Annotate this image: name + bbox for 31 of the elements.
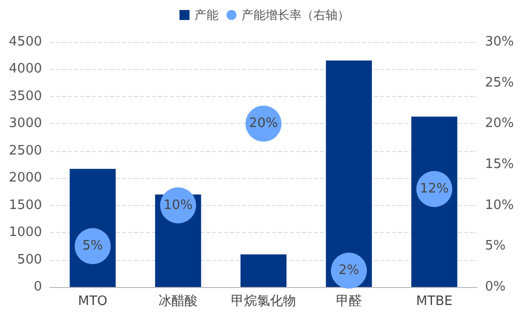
y-tick-label: 0 [34, 280, 42, 294]
y2-tick-label: 0% [485, 280, 506, 294]
x-tick-label: 甲醛 [336, 294, 362, 309]
y2-tick-label: 30% [485, 34, 514, 50]
x-tick-label: MTBE [416, 294, 452, 309]
y-tick-label: 1000 [8, 225, 42, 240]
y-tick-label: 500 [17, 252, 42, 268]
data-label: 12% [420, 182, 449, 196]
y-tick-label: 2500 [8, 143, 42, 158]
y2-tick-label: 10% [485, 198, 514, 213]
bar [240, 254, 286, 287]
data-label: 20% [249, 116, 278, 132]
data-label: 5% [82, 238, 104, 254]
y2-tick-label: 15% [485, 157, 514, 172]
y-tick-label: 3000 [8, 116, 42, 132]
bar [326, 60, 372, 287]
data-label: 2% [338, 263, 360, 278]
x-tick-label: 甲烷氯化物 [231, 294, 296, 309]
y2-tick-label: 20% [485, 116, 514, 132]
y-tick-label: 1500 [8, 198, 42, 213]
legend-label: 产能 [194, 8, 218, 22]
legend-label: 产能增长率（右轴） [242, 8, 350, 22]
x-tick-label: MTO [78, 294, 108, 309]
y-tick-label: 2000 [8, 170, 42, 186]
y-tick-label: 3500 [8, 88, 42, 104]
y2-tick-label: 5% [485, 238, 506, 254]
y2-tick-label: 25% [485, 75, 514, 90]
x-tick-label: 冰醋酸 [158, 294, 198, 309]
data-label: 10% [164, 198, 193, 213]
y-tick-label: 4500 [8, 34, 42, 50]
y-tick-label: 4000 [8, 62, 42, 77]
